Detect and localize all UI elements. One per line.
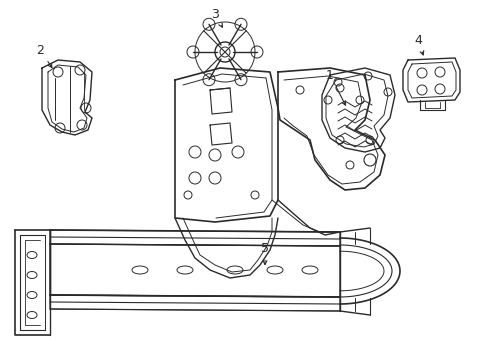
Text: 3: 3 [211, 8, 222, 27]
Text: 1: 1 [325, 68, 345, 105]
Text: 2: 2 [36, 44, 52, 68]
Text: 4: 4 [413, 33, 423, 55]
Text: 5: 5 [261, 242, 268, 265]
